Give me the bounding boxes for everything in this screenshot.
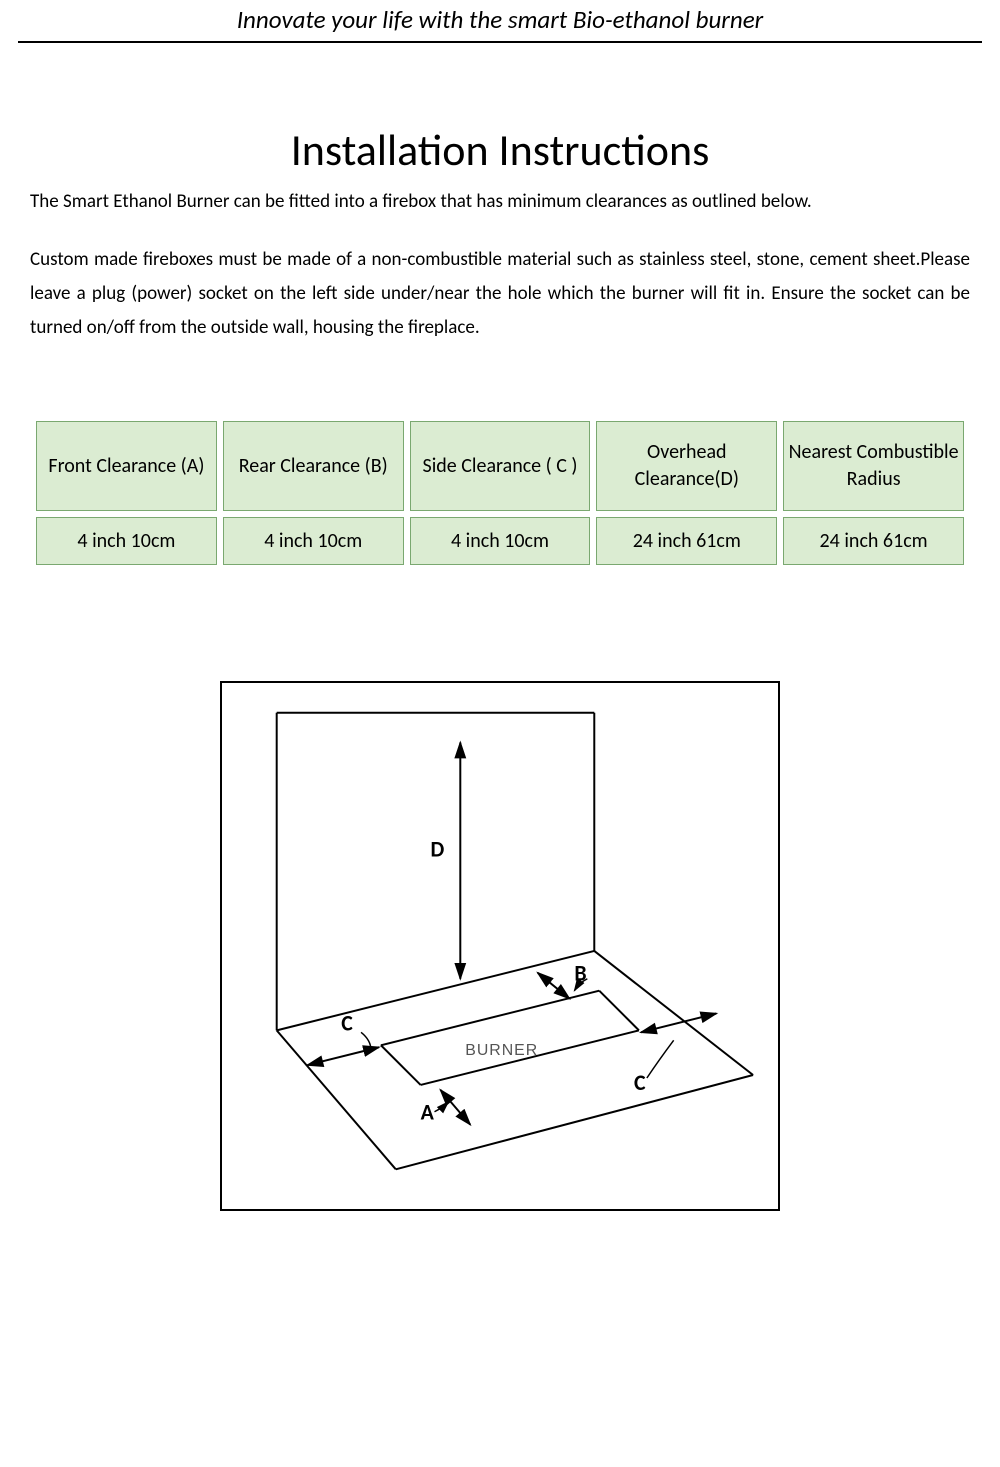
cell-nearest-combustible: 24 inch 61cm [783, 517, 964, 565]
label-a: A [421, 1099, 435, 1126]
table-row: 4 inch 10cm 4 inch 10cm 4 inch 10cm 24 i… [36, 517, 964, 565]
col-rear-clearance: Rear Clearance (B) [223, 421, 404, 511]
table-header-row: Front Clearance (A) Rear Clearance (B) S… [36, 421, 964, 511]
clearance-table: Front Clearance (A) Rear Clearance (B) S… [30, 415, 970, 571]
page-title: Installation Instructions [30, 123, 970, 177]
cell-front-clearance: 4 inch 10cm [36, 517, 217, 565]
burner-label: BURNER [465, 1042, 538, 1059]
intro-paragraph: The Smart Ethanol Burner can be fitted i… [30, 189, 970, 215]
label-c-right: C [634, 1069, 646, 1096]
page-header: Innovate your life with the smart Bio-et… [18, 0, 982, 43]
label-c-left: C [341, 1010, 353, 1037]
col-overhead-clearance: Overhead Clearance(D) [596, 421, 777, 511]
clearance-diagram: D C B A C BURNER [220, 681, 780, 1211]
clearance-diagram-svg: D C B A C BURNER [222, 683, 778, 1209]
cell-side-clearance: 4 inch 10cm [410, 517, 591, 565]
col-nearest-combustible: Nearest Combustible Radius [783, 421, 964, 511]
clearance-diagram-container: D C B A C BURNER [30, 681, 970, 1211]
body-paragraph: Custom made fireboxes must be made of a … [30, 243, 970, 346]
label-d: D [431, 836, 445, 863]
col-front-clearance: Front Clearance (A) [36, 421, 217, 511]
cell-overhead-clearance: 24 inch 61cm [596, 517, 777, 565]
cell-rear-clearance: 4 inch 10cm [223, 517, 404, 565]
col-side-clearance: Side Clearance ( C ) [410, 421, 591, 511]
